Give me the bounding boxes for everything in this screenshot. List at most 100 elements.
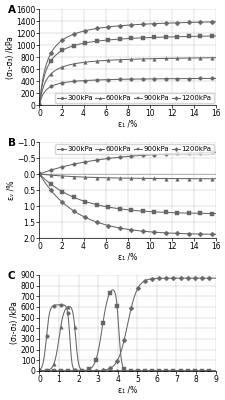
1200kPa — [107, 223, 110, 228]
1200kPa — [115, 359, 118, 364]
1200kPa — [158, 276, 161, 281]
1200kPa — [165, 21, 168, 26]
900kPa — [95, 39, 98, 44]
900kPa — [107, 205, 110, 210]
300kPa — [107, 77, 110, 82]
Line: 1200kPa: 1200kPa — [38, 172, 216, 236]
600kPa — [107, 176, 110, 180]
Line: 1200kPa: 1200kPa — [38, 276, 216, 373]
Y-axis label: (σ₁-σ₃) /kPa: (σ₁-σ₃) /kPa — [6, 36, 14, 79]
1200kPa — [95, 26, 98, 31]
Line: 900kPa: 900kPa — [38, 34, 216, 107]
900kPa — [159, 368, 161, 373]
300kPa — [38, 172, 41, 176]
1200kPa — [213, 20, 216, 24]
300kPa — [38, 368, 41, 372]
600kPa — [213, 176, 216, 181]
1200kPa — [178, 276, 181, 280]
1200kPa — [164, 230, 167, 235]
300kPa — [107, 156, 110, 161]
Text: B: B — [8, 138, 16, 148]
Line: 600kPa: 600kPa — [38, 56, 216, 107]
Legend: 300kPa, 600kPa, 900kPa, 1200kPa: 300kPa, 600kPa, 900kPa, 1200kPa — [55, 93, 213, 103]
1200kPa — [165, 230, 168, 235]
600kPa — [148, 56, 151, 61]
600kPa — [164, 176, 167, 181]
600kPa — [38, 103, 41, 108]
X-axis label: ε₁ /%: ε₁ /% — [117, 252, 137, 262]
300kPa — [159, 368, 161, 373]
1200kPa — [38, 103, 41, 108]
900kPa — [165, 34, 168, 39]
Y-axis label: (σ₁-σ₃) /kPa: (σ₁-σ₃) /kPa — [10, 302, 19, 344]
600kPa — [116, 368, 118, 373]
600kPa — [164, 56, 167, 61]
600kPa — [148, 176, 151, 181]
900kPa — [38, 368, 41, 373]
1200kPa — [148, 230, 151, 234]
900kPa — [213, 211, 216, 216]
600kPa — [165, 56, 168, 61]
300kPa — [175, 368, 178, 373]
600kPa — [213, 368, 216, 373]
1200kPa — [95, 220, 98, 224]
300kPa — [213, 150, 216, 155]
900kPa — [164, 35, 167, 40]
Text: A: A — [8, 5, 16, 15]
900kPa — [148, 209, 151, 214]
300kPa — [109, 368, 112, 373]
600kPa — [38, 172, 41, 176]
1200kPa — [148, 22, 151, 26]
1200kPa — [56, 368, 58, 373]
300kPa — [59, 81, 62, 86]
600kPa — [165, 176, 168, 181]
1200kPa — [213, 232, 216, 237]
600kPa — [59, 65, 62, 70]
1200kPa — [164, 21, 167, 26]
300kPa — [164, 76, 167, 81]
900kPa — [213, 368, 216, 373]
600kPa — [95, 175, 98, 180]
1200kPa — [38, 172, 41, 176]
600kPa — [175, 368, 178, 373]
900kPa — [38, 172, 41, 176]
300kPa — [38, 103, 41, 108]
900kPa — [178, 368, 181, 373]
Line: 600kPa: 600kPa — [38, 172, 216, 180]
900kPa — [213, 34, 216, 38]
900kPa — [164, 210, 167, 215]
900kPa — [175, 368, 178, 373]
1200kPa — [38, 368, 41, 373]
Legend: 300kPa, 600kPa, 900kPa, 1200kPa: 300kPa, 600kPa, 900kPa, 1200kPa — [55, 144, 213, 154]
900kPa — [165, 210, 168, 215]
1200kPa — [175, 276, 177, 280]
600kPa — [56, 346, 58, 350]
1200kPa — [107, 24, 110, 29]
Line: 300kPa: 300kPa — [38, 77, 216, 107]
X-axis label: ε₁ /%: ε₁ /% — [117, 386, 137, 394]
X-axis label: ε₁ /%: ε₁ /% — [117, 120, 137, 129]
900kPa — [111, 288, 114, 292]
900kPa — [59, 49, 62, 54]
Line: 900kPa: 900kPa — [38, 172, 216, 215]
900kPa — [129, 368, 132, 373]
600kPa — [109, 368, 112, 373]
600kPa — [159, 368, 161, 373]
300kPa — [148, 76, 151, 81]
300kPa — [178, 368, 181, 373]
600kPa — [96, 368, 99, 373]
900kPa — [148, 35, 151, 40]
900kPa — [107, 38, 110, 42]
Line: 900kPa: 900kPa — [38, 288, 216, 373]
900kPa — [38, 103, 41, 108]
600kPa — [59, 174, 62, 178]
600kPa — [95, 59, 98, 64]
300kPa — [59, 165, 62, 170]
600kPa — [178, 368, 181, 373]
600kPa — [107, 58, 110, 63]
300kPa — [58, 302, 61, 307]
900kPa — [95, 202, 98, 207]
1200kPa — [109, 366, 112, 370]
600kPa — [38, 368, 41, 373]
900kPa — [56, 368, 58, 373]
